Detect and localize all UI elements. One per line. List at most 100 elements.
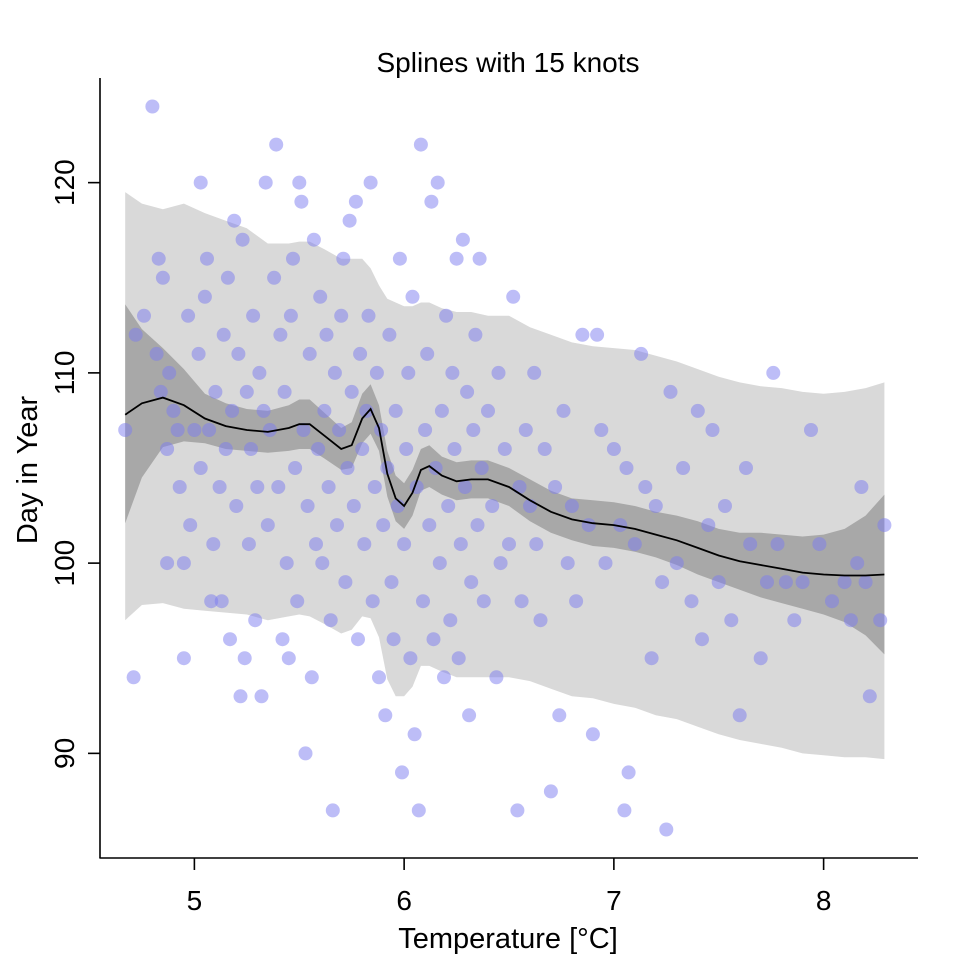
data-point (153, 384, 168, 399)
data-point (355, 442, 370, 456)
data-point (235, 232, 250, 247)
data-point (533, 613, 548, 628)
data-point (598, 556, 613, 571)
data-point (279, 556, 294, 571)
data-point (323, 613, 338, 628)
data-point (262, 423, 277, 437)
data-point (428, 461, 443, 475)
data-point (380, 461, 395, 475)
data-point (569, 594, 584, 609)
data-point (166, 403, 181, 418)
data-point (239, 384, 254, 399)
data-point (594, 423, 609, 437)
data-point (137, 308, 151, 323)
data-point (388, 403, 403, 418)
data-point (227, 213, 242, 228)
data-point (395, 765, 409, 780)
data-point (145, 99, 160, 114)
data-point (638, 480, 653, 494)
data-point (422, 518, 437, 533)
data-point (877, 518, 892, 533)
data-point (732, 708, 747, 723)
x-tick-label: 7 (606, 885, 622, 916)
data-point (378, 708, 393, 723)
data-point (445, 365, 460, 380)
data-point (413, 137, 428, 152)
data-point (367, 480, 382, 494)
data-point (357, 537, 372, 552)
data-point (497, 442, 512, 456)
data-point (778, 575, 793, 590)
data-point (170, 423, 185, 437)
data-point (458, 480, 472, 494)
data-point (155, 270, 170, 285)
data-point (319, 327, 334, 342)
data-point (812, 537, 827, 552)
data-point (485, 499, 500, 513)
data-point (275, 632, 290, 647)
data-point (770, 537, 785, 552)
data-point (361, 308, 376, 323)
data-point (621, 765, 636, 780)
data-point (453, 537, 468, 552)
data-point (321, 480, 336, 494)
confidence-band (125, 304, 885, 655)
data-point (202, 423, 217, 437)
data-point (369, 365, 384, 380)
data-point (225, 403, 240, 418)
data-point (476, 594, 491, 609)
data-point (193, 175, 208, 190)
data-point (695, 632, 709, 647)
data-point (298, 746, 313, 761)
data-point (669, 556, 684, 571)
data-point (739, 461, 753, 475)
data-point (277, 384, 292, 399)
data-point (382, 327, 397, 342)
data-point (384, 575, 399, 590)
data-point (634, 346, 649, 361)
data-point (233, 689, 248, 704)
data-point (296, 423, 311, 437)
data-point (481, 403, 495, 418)
data-point (449, 251, 464, 266)
data-point (854, 480, 869, 494)
data-point (172, 480, 187, 494)
data-point (529, 537, 544, 552)
data-point (214, 594, 229, 609)
data-point (241, 537, 256, 552)
data-point (403, 651, 418, 666)
data-point (386, 632, 401, 647)
data-point (468, 327, 483, 342)
y-tick-label: 90 (49, 738, 80, 769)
data-point (267, 270, 282, 285)
data-point (548, 480, 563, 494)
data-point (260, 518, 275, 533)
data-point (344, 384, 359, 399)
data-point (556, 403, 571, 418)
data-point (193, 461, 208, 475)
fit-line (124, 396, 885, 577)
data-point (348, 194, 363, 209)
data-point (493, 556, 508, 571)
data-point (128, 327, 143, 342)
data-point (325, 803, 340, 818)
data-point (474, 461, 489, 475)
data-point (455, 232, 470, 247)
data-point (405, 289, 420, 304)
data-point (392, 251, 407, 266)
data-point (470, 518, 485, 533)
data-point (705, 423, 720, 437)
data-point (212, 480, 227, 494)
data-point (787, 613, 802, 628)
data-point (858, 575, 873, 590)
data-point (420, 346, 435, 361)
y-tick-label: 120 (49, 159, 80, 206)
y-axis-title: Day in Year (12, 395, 44, 544)
data-point (351, 632, 365, 647)
data-point (176, 651, 191, 666)
data-point (160, 556, 175, 571)
data-point (753, 651, 768, 666)
data-point (220, 270, 235, 285)
data-point (311, 442, 326, 456)
data-point (292, 175, 307, 190)
